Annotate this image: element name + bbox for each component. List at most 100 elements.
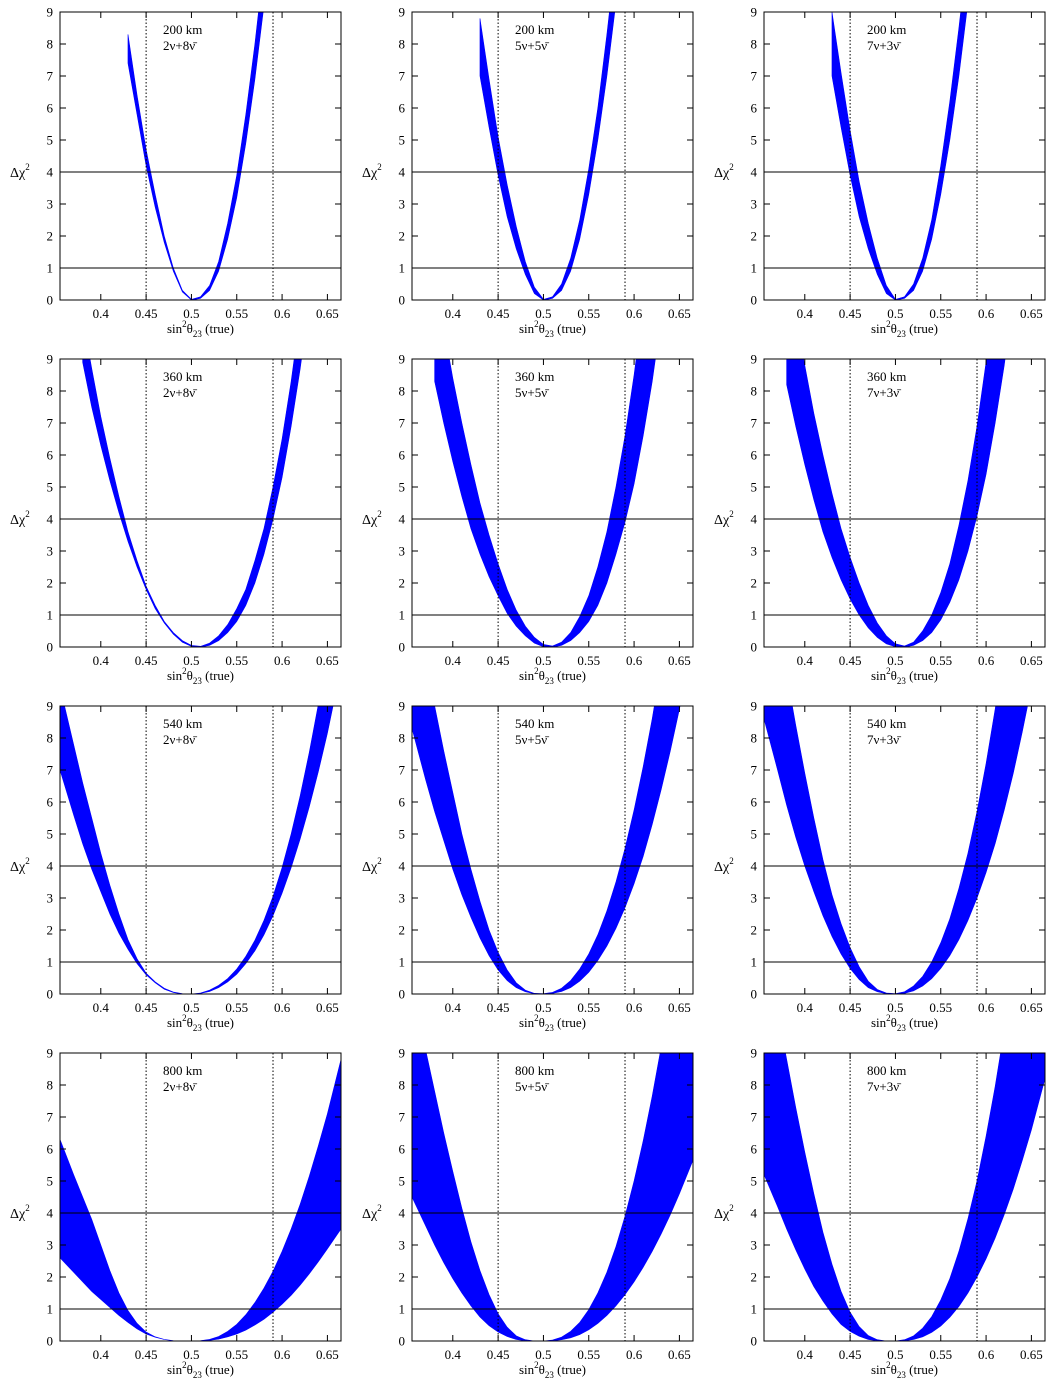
y-tick-label: 8	[751, 384, 758, 399]
panel-baseline-label: 540 km	[867, 716, 906, 731]
x-tick-label: 0.45	[487, 1000, 510, 1015]
y-tick-label: 9	[751, 1046, 758, 1061]
chart-panel: 0 1 2 3 4 5 6 7 8 9 0.4 0.45 0.5 0.55 0.6 0.65 800 km7ν+…	[714, 1046, 1046, 1380]
chi2-band	[60, 1059, 341, 1341]
y-tick-label: 0	[751, 293, 758, 308]
panel-baseline-label: 360 km	[163, 369, 202, 384]
chi2-band	[127, 12, 264, 300]
y-tick-label: 7	[751, 69, 758, 84]
plot-frame	[59, 705, 342, 995]
y-tick-label: 5	[399, 827, 406, 842]
panel-baseline-label: 800 km	[163, 1063, 202, 1078]
y-tick-label: 2	[47, 923, 54, 938]
y-tick-label: 9	[47, 1046, 54, 1061]
plot-frame	[411, 358, 694, 648]
y-tick-label: 3	[47, 544, 54, 559]
x-tick-label: 0.6	[274, 653, 291, 668]
chart-panel: 0 1 2 3 4 5 6 7 8 9 0.4 0.45 0.5 0.55 0.6 0.65 360 km7ν+…	[714, 352, 1046, 686]
y-tick-label: 3	[47, 197, 54, 212]
x-tick-label: 0.4	[797, 1000, 814, 1015]
plot-frame	[411, 11, 694, 301]
x-tick-label: 0.55	[929, 653, 952, 668]
x-axis-label: sin2θ23 (true)	[167, 319, 234, 339]
x-tick-label: 0.55	[929, 1000, 952, 1015]
x-axis-label: sin2θ23 (true)	[871, 1013, 938, 1033]
panel-baseline-label: 540 km	[163, 716, 202, 731]
y-tick-label: 7	[399, 416, 406, 431]
y-tick-label: 5	[399, 480, 406, 495]
y-tick-label: 3	[751, 544, 758, 559]
y-tick-label: 0	[751, 987, 758, 1002]
y-tick-label: 6	[399, 101, 406, 116]
chart-panel: 0 1 2 3 4 5 6 7 8 9 0.4 0.45 0.5 0.55 0.6 0.65 800 km5ν+…	[362, 1046, 694, 1380]
y-tick-label: 5	[751, 827, 758, 842]
x-tick-label: 0.4	[445, 1000, 462, 1015]
y-tick-label: 4	[47, 512, 54, 527]
y-tick-label: 4	[399, 512, 406, 527]
x-tick-label: 0.6	[978, 1347, 995, 1362]
y-tick-label: 1	[399, 608, 406, 623]
x-tick-label: 0.45	[839, 1000, 862, 1015]
x-tick-label: 0.55	[929, 306, 952, 321]
y-tick-label: 8	[399, 384, 406, 399]
panel-baseline-label: 540 km	[515, 716, 554, 731]
x-tick-label: 0.65	[316, 306, 339, 321]
y-tick-label: 2	[399, 576, 406, 591]
panel-beam-label: 5ν+5ν̄	[515, 1079, 549, 1094]
x-tick-label: 0.4	[93, 653, 110, 668]
plot-frame	[763, 1052, 1046, 1342]
x-tick-label: 0.5	[183, 1000, 199, 1015]
y-tick-label: 9	[399, 699, 406, 714]
y-tick-label: 9	[751, 352, 758, 367]
y-tick-label: 6	[47, 1142, 54, 1157]
x-tick-label: 0.65	[316, 1000, 339, 1015]
y-tick-label: 6	[47, 795, 54, 810]
chi2-band	[412, 1053, 693, 1341]
y-tick-label: 0	[399, 1334, 406, 1349]
x-tick-label: 0.55	[577, 306, 600, 321]
y-tick-label: 1	[47, 1302, 54, 1317]
y-axis-label: Δχ2	[362, 162, 382, 181]
chi2-band	[82, 359, 302, 647]
y-axis-label: Δχ2	[10, 509, 30, 528]
y-tick-label: 2	[399, 1270, 406, 1285]
panel-baseline-label: 200 km	[867, 22, 906, 37]
y-tick-label: 8	[751, 37, 758, 52]
x-tick-label: 0.6	[978, 653, 995, 668]
chart-panel: 0 1 2 3 4 5 6 7 8 9 0.4 0.45 0.5 0.55 0.6 0.65 360 km2ν+…	[10, 352, 342, 686]
y-tick-label: 6	[399, 795, 406, 810]
y-tick-label: 0	[751, 1334, 758, 1349]
chart-panel: 0 1 2 3 4 5 6 7 8 9 0.4 0.45 0.5 0.55 0.6 0.65 200 km2ν+…	[10, 5, 342, 339]
x-tick-label: 0.65	[668, 306, 691, 321]
chi2-band	[479, 12, 616, 300]
y-tick-label: 1	[47, 261, 54, 276]
x-tick-label: 0.45	[487, 306, 510, 321]
chart-panel: 0 1 2 3 4 5 6 7 8 9 0.4 0.45 0.5 0.55 0.6 0.65 540 km5ν+…	[362, 699, 694, 1033]
y-tick-label: 9	[399, 5, 406, 20]
y-tick-label: 2	[399, 229, 406, 244]
x-tick-label: 0.4	[93, 1347, 110, 1362]
y-tick-label: 1	[399, 261, 406, 276]
x-tick-label: 0.45	[135, 653, 158, 668]
y-tick-label: 0	[399, 640, 406, 655]
plot-frame	[763, 358, 1046, 648]
y-tick-label: 9	[751, 5, 758, 20]
panel-beam-label: 5ν+5ν̄	[515, 38, 549, 53]
y-tick-label: 2	[399, 923, 406, 938]
y-tick-label: 6	[399, 448, 406, 463]
x-axis-label: sin2θ23 (true)	[871, 319, 938, 339]
y-tick-label: 4	[751, 1206, 758, 1221]
x-tick-label: 0.4	[445, 653, 462, 668]
y-tick-label: 4	[47, 165, 54, 180]
y-tick-label: 7	[751, 763, 758, 778]
x-tick-label: 0.45	[135, 1347, 158, 1362]
x-tick-label: 0.5	[183, 1347, 199, 1362]
y-tick-label: 1	[399, 1302, 406, 1317]
y-tick-label: 0	[47, 987, 54, 1002]
panel-beam-label: 2ν+8ν̄	[163, 385, 197, 400]
x-tick-label: 0.5	[887, 306, 903, 321]
y-tick-label: 9	[751, 699, 758, 714]
y-tick-label: 1	[47, 955, 54, 970]
y-tick-label: 8	[399, 37, 406, 52]
x-tick-label: 0.45	[839, 1347, 862, 1362]
